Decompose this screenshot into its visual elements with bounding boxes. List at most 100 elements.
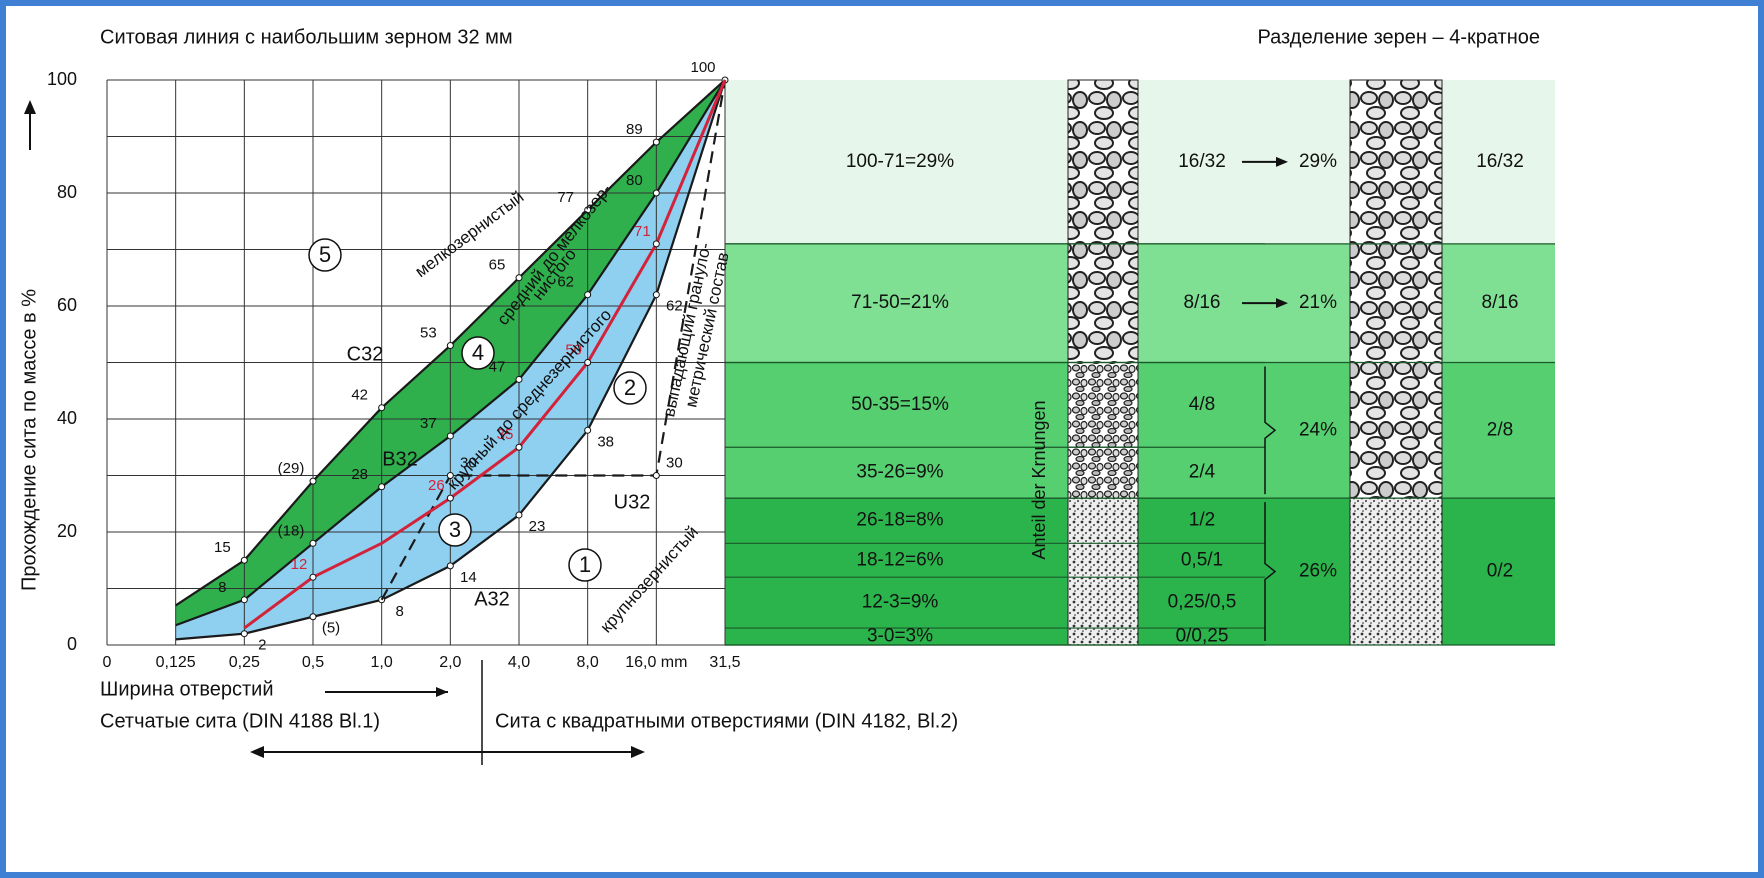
fraction-range: 18-12=6% [856,549,943,570]
fraction-group: 2/8 [1487,419,1513,440]
fraction-range: 12-3=9% [862,592,939,613]
x-tick-label: 4,0 [508,654,530,671]
data-label: 2 [258,637,266,654]
data-label: 89 [626,121,643,138]
point [653,292,659,298]
gravel [1068,447,1138,498]
fraction-range: 71-50=21% [851,292,949,313]
x-tick-label: 2,0 [439,654,461,671]
fraction-share: 21% [1299,292,1337,313]
fraction-share: 29% [1299,151,1337,172]
data-label: 23 [529,518,546,535]
data-label: (18) [278,522,305,539]
data-label: 30 [666,454,683,471]
fraction-size: 1/2 [1189,510,1215,531]
fraction-range: 3-0=3% [867,626,933,647]
x-tick-label: 0,125 [156,654,196,671]
zone-number: 4 [472,340,484,365]
x-tick-label: 16,0 mm [625,654,687,671]
data-label: (29) [278,460,305,477]
point [585,427,591,433]
point [516,444,522,450]
point [447,563,453,569]
fraction-size: 0/0,25 [1176,626,1229,647]
x-tick-label: 8,0 [577,654,599,671]
point [516,376,522,382]
fraction-range: 50-35=15% [851,394,949,415]
data-label: 71 [634,223,651,240]
right-title: Разделение зерен – 4-кратное [1257,26,1540,48]
data-label: 8 [218,579,226,596]
data-label: 37 [420,415,437,432]
fraction-range: 26-18=8% [856,510,943,531]
data-label: 53 [420,325,437,342]
fraction-axis-label: Anteil der Krnungen [1029,400,1049,559]
fraction-size: 0,25/0,5 [1168,592,1237,613]
x-section-label: Сетчатые сита (DIN 4188 Bl.1) [100,710,380,732]
series-name: B32 [382,448,418,470]
point [653,190,659,196]
point [310,478,316,484]
x-tick-label: 0 [103,654,112,671]
point [241,631,247,637]
series-name: A32 [474,588,510,610]
y-tick-label: 0 [67,634,77,654]
point [310,540,316,546]
point [310,614,316,620]
x-section-label: Сита с квадратными отверстиями (DIN 4182… [495,710,958,732]
data-label: 14 [460,569,477,586]
page: Ситовая линия с наибольшим зерном 32 мм … [0,0,1764,878]
series-name: U32 [614,491,651,513]
fraction-range: 100-71=29% [846,151,954,172]
zone-number: 5 [319,242,331,267]
y-tick-label: 100 [47,69,77,89]
fraction-size: 4/8 [1189,394,1215,415]
x-tick-label: 0,25 [229,654,260,671]
point [241,557,247,563]
data-label: 15 [214,539,231,556]
gravel [1068,363,1138,448]
fraction-size: 16/32 [1178,151,1226,172]
point [653,241,659,247]
fraction-group: 16/32 [1476,151,1524,172]
data-label: (5) [322,620,340,637]
point [653,473,659,479]
fraction-group: 0/2 [1487,561,1513,582]
point [241,597,247,603]
x-tick-label: 0,5 [302,654,324,671]
point [447,433,453,439]
data-label: 26 [428,477,445,494]
fraction-share: 24% [1299,419,1337,440]
gravel [1350,498,1442,645]
point [447,343,453,349]
point [379,484,385,490]
zone-number: 1 [579,552,591,577]
data-label: 38 [597,433,614,450]
chart-title: Ситовая линия с наибольшим зерном 32 мм [100,26,513,48]
y-axis-label: Прохождение сита по массе в % [18,289,40,591]
data-label: 42 [351,387,368,404]
zone-number: 2 [624,375,636,400]
zone-number: 3 [449,517,461,542]
fraction-range: 35-26=9% [856,462,943,483]
point [516,512,522,518]
point [447,495,453,501]
data-label: 28 [351,466,368,483]
gravel [1068,498,1138,645]
y-tick-label: 80 [57,182,77,202]
gravel [1350,80,1442,498]
x-tick-label: 1,0 [371,654,393,671]
y-tick-label: 60 [57,295,77,315]
x-tick-label: 31,5 [709,654,740,671]
fraction-size: 2/4 [1189,462,1216,483]
point [379,405,385,411]
point [585,292,591,298]
point [310,574,316,580]
series-name: C32 [347,343,384,365]
point [653,139,659,145]
fraction-share: 26% [1299,561,1337,582]
data-label: 12 [291,556,308,573]
data-label: 77 [557,189,574,206]
y-tick-label: 40 [57,408,77,428]
point [585,360,591,366]
